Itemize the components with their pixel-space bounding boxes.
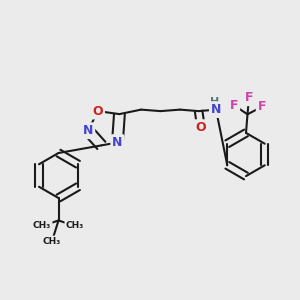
Text: F: F [258,100,266,113]
Text: N: N [83,124,93,137]
Text: F: F [245,91,253,104]
Text: CH₃: CH₃ [33,221,51,230]
Text: H: H [210,97,219,107]
Text: F: F [230,99,238,112]
Text: N: N [112,136,123,149]
Text: N: N [211,103,221,116]
Text: O: O [196,121,206,134]
Text: O: O [92,105,103,118]
Text: CH₃: CH₃ [66,221,84,230]
Text: CH₃: CH₃ [43,237,61,246]
